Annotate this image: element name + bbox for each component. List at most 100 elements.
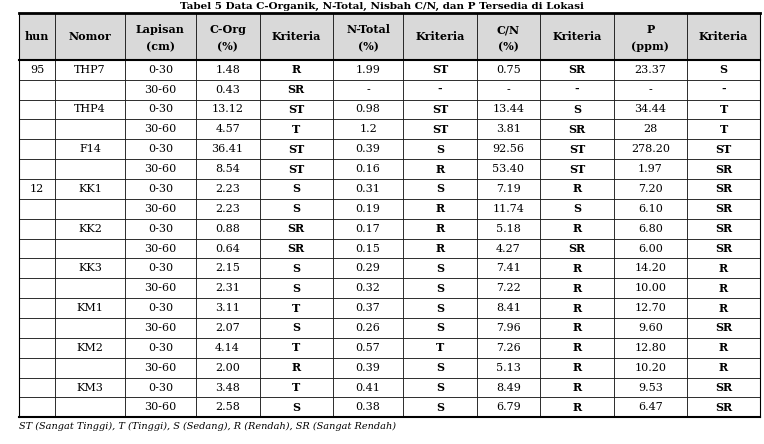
Bar xyxy=(333,119,403,139)
Text: R: R xyxy=(435,223,445,234)
Text: R: R xyxy=(435,203,445,214)
Bar xyxy=(403,13,477,60)
Text: 13.44: 13.44 xyxy=(493,104,524,115)
Bar xyxy=(403,378,477,397)
Text: T: T xyxy=(292,382,300,393)
Bar xyxy=(196,238,260,258)
Text: 278.20: 278.20 xyxy=(631,144,670,154)
Text: 0-30: 0-30 xyxy=(148,65,173,75)
Bar xyxy=(55,179,125,199)
Bar xyxy=(260,13,333,60)
Bar xyxy=(540,139,613,159)
Text: 10.20: 10.20 xyxy=(634,363,666,373)
Bar xyxy=(333,159,403,179)
Text: 0.19: 0.19 xyxy=(355,204,380,214)
Bar xyxy=(196,159,260,179)
Bar xyxy=(260,238,333,258)
Bar xyxy=(403,278,477,298)
Bar xyxy=(55,13,125,60)
Bar xyxy=(687,139,760,159)
Bar xyxy=(477,199,540,219)
Text: R: R xyxy=(719,303,728,313)
Text: 30-60: 30-60 xyxy=(144,363,176,373)
Bar xyxy=(540,159,613,179)
Bar xyxy=(540,99,613,119)
Bar xyxy=(613,358,687,378)
Text: 0.39: 0.39 xyxy=(355,144,380,154)
Bar xyxy=(540,258,613,278)
Bar xyxy=(540,199,613,219)
Text: 7.26: 7.26 xyxy=(496,343,521,353)
Text: SR: SR xyxy=(715,402,732,413)
Bar xyxy=(55,219,125,238)
Bar xyxy=(19,318,55,338)
Bar xyxy=(260,60,333,79)
Text: 92.56: 92.56 xyxy=(493,144,524,154)
Bar xyxy=(477,179,540,199)
Text: 2.07: 2.07 xyxy=(215,323,240,333)
Bar xyxy=(125,338,196,358)
Bar xyxy=(477,119,540,139)
Bar xyxy=(540,179,613,199)
Text: 2.15: 2.15 xyxy=(215,263,240,274)
Text: 8.49: 8.49 xyxy=(496,383,521,392)
Bar xyxy=(477,318,540,338)
Bar xyxy=(540,318,613,338)
Bar xyxy=(196,139,260,159)
Text: R: R xyxy=(572,322,581,333)
Text: S: S xyxy=(292,263,300,274)
Text: 9.60: 9.60 xyxy=(638,323,662,333)
Bar xyxy=(477,338,540,358)
Bar xyxy=(613,298,687,318)
Bar xyxy=(687,179,760,199)
Bar xyxy=(613,338,687,358)
Bar xyxy=(687,298,760,318)
Bar xyxy=(125,13,196,60)
Bar xyxy=(260,318,333,338)
Bar xyxy=(196,13,260,60)
Bar xyxy=(260,258,333,278)
Text: KK3: KK3 xyxy=(78,263,102,274)
Text: -: - xyxy=(649,85,652,95)
Bar xyxy=(19,397,55,417)
Bar xyxy=(540,60,613,79)
Text: 14.20: 14.20 xyxy=(634,263,666,274)
Text: 9.53: 9.53 xyxy=(638,383,662,392)
Text: R: R xyxy=(572,223,581,234)
Bar xyxy=(55,119,125,139)
Bar xyxy=(477,238,540,258)
Bar xyxy=(55,60,125,79)
Bar xyxy=(19,139,55,159)
Bar xyxy=(613,119,687,139)
Text: SR: SR xyxy=(715,163,732,174)
Text: 30-60: 30-60 xyxy=(144,85,176,95)
Text: KM3: KM3 xyxy=(76,383,103,392)
Text: 30-60: 30-60 xyxy=(144,323,176,333)
Text: 1.48: 1.48 xyxy=(215,65,240,75)
Text: S: S xyxy=(436,322,444,333)
Text: 12: 12 xyxy=(30,184,44,194)
Bar xyxy=(477,397,540,417)
Bar xyxy=(613,139,687,159)
Bar xyxy=(19,119,55,139)
Text: R: R xyxy=(719,362,728,373)
Bar xyxy=(55,358,125,378)
Text: 0.57: 0.57 xyxy=(356,343,380,353)
Text: R: R xyxy=(435,243,445,254)
Bar xyxy=(196,358,260,378)
Bar xyxy=(125,219,196,238)
Bar xyxy=(125,179,196,199)
Text: 30-60: 30-60 xyxy=(144,124,176,135)
Bar xyxy=(687,397,760,417)
Bar xyxy=(196,338,260,358)
Bar xyxy=(403,258,477,278)
Bar xyxy=(19,199,55,219)
Text: S: S xyxy=(436,263,444,274)
Text: 30-60: 30-60 xyxy=(144,283,176,293)
Bar xyxy=(687,318,760,338)
Bar xyxy=(613,79,687,99)
Text: -: - xyxy=(507,85,510,95)
Bar xyxy=(333,238,403,258)
Bar xyxy=(125,139,196,159)
Text: 12.80: 12.80 xyxy=(634,343,666,353)
